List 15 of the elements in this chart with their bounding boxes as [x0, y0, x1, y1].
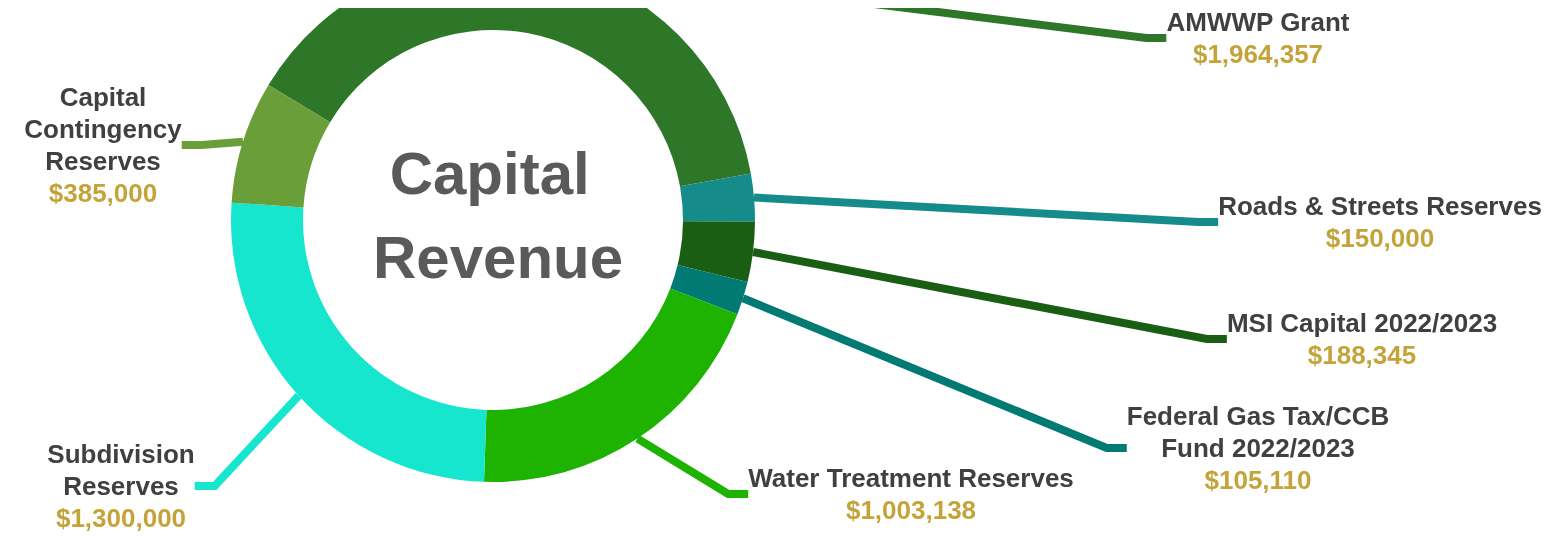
- text: Capital Revenue: [372, 139, 624, 291]
- slice-label: AMWWP Grant: [1166, 7, 1350, 37]
- data-label: $385,000: [48, 178, 158, 208]
- data-label: $1,964,357: [1192, 39, 1324, 69]
- data-label: $1,300,000: [55, 503, 187, 533]
- data-label: $150,000: [1325, 223, 1435, 253]
- slice-label: Water Treatment Reserves: [748, 463, 1074, 493]
- slice-label: Capital Contingency Reserves: [24, 82, 183, 176]
- slice-label: Subdivision Reserves: [47, 439, 195, 501]
- data-label: $105,110: [1204, 465, 1312, 495]
- slice-label: MSI Capital 2022/2023: [1226, 308, 1498, 338]
- slice-label: Federal Gas Tax/CCB Fund 2022/2023: [1126, 401, 1390, 463]
- data-label: $188,345: [1307, 340, 1417, 370]
- data-label: $1,003,138: [845, 495, 977, 525]
- slice-label: Roads & Streets Reserves: [1218, 191, 1542, 221]
